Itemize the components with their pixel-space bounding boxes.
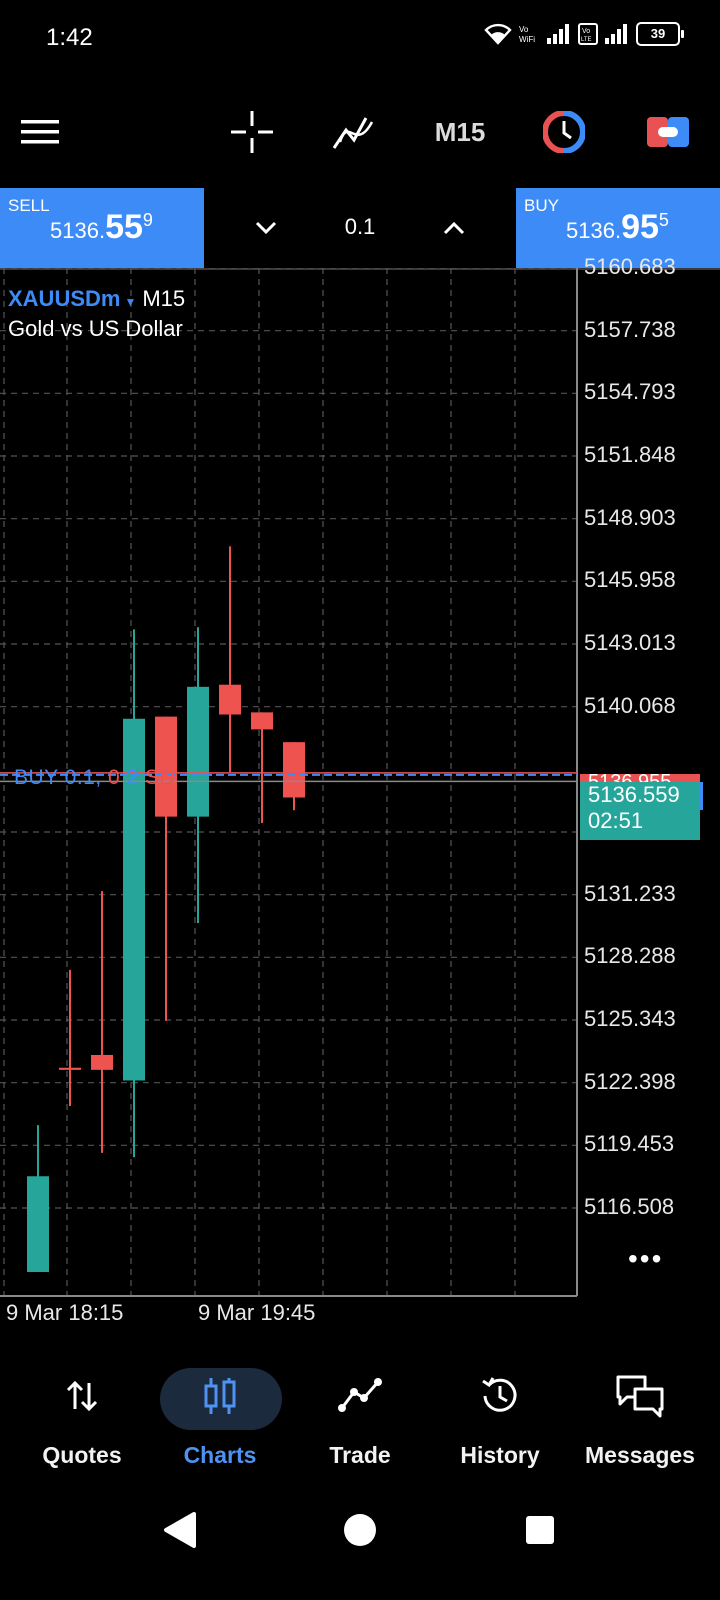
signal-icon xyxy=(604,23,630,45)
svg-text:Vo: Vo xyxy=(519,25,529,34)
charts-candles-icon xyxy=(150,1372,290,1420)
x-tick-label: 9 Mar 19:45 xyxy=(198,1300,316,1325)
vowifi-icon: Vo WiFi xyxy=(518,23,540,45)
candle-body xyxy=(155,716,177,817)
svg-text:LTE: LTE xyxy=(581,37,592,43)
x-tick-label: 9 Mar 18:15 xyxy=(6,1300,124,1325)
signal-icon xyxy=(546,23,572,45)
order-line-label[interactable]: BUY 0.1, 0 2 SD xyxy=(14,766,176,789)
one-click-trade-panel: SELL 5136.559 0.1 BUY 5136.955 xyxy=(0,188,720,270)
active-tab-pill xyxy=(160,1368,282,1430)
chart-symbol-header: XAUUSDm ▼ M15 xyxy=(8,286,185,312)
sell-price: 5136.559 xyxy=(50,208,153,246)
candle-body xyxy=(27,1176,49,1273)
y-tick-label: 5131.233 xyxy=(584,880,676,906)
chart-toolbar: M15 xyxy=(0,88,720,176)
chevron-down-icon[interactable] xyxy=(244,206,288,250)
nav-charts-label: Charts xyxy=(183,1442,257,1468)
candle-body xyxy=(187,686,209,817)
lot-size-value[interactable]: 0.1 xyxy=(344,214,376,239)
candle-body xyxy=(251,712,273,730)
y-tick-label: 5145.958 xyxy=(584,567,676,593)
nav-charts[interactable]: Charts xyxy=(150,1360,290,1480)
y-tick-label: 5157.738 xyxy=(584,316,676,342)
crosshair-icon[interactable] xyxy=(228,106,276,158)
candle-body xyxy=(219,684,241,715)
dropdown-arrow-icon[interactable]: ▼ xyxy=(124,295,137,309)
candle-countdown: 02:51 xyxy=(588,808,644,833)
bid-price-tag: 5136.559 02:51 xyxy=(580,782,700,840)
symbol-name[interactable]: XAUUSDm xyxy=(8,286,121,311)
status-time: 1:42 xyxy=(46,24,93,51)
battery-icon: 39 xyxy=(636,22,684,46)
menu-icon[interactable] xyxy=(18,106,62,158)
chart-canvas[interactable] xyxy=(0,268,720,1320)
home-icon[interactable] xyxy=(342,1512,378,1553)
price-chart[interactable] xyxy=(0,268,720,1320)
messages-bubbles-icon xyxy=(570,1372,710,1420)
buy-price: 5136.955 xyxy=(566,208,669,246)
lot-size-control: 0.1 xyxy=(204,188,516,268)
system-navigation xyxy=(0,1510,720,1600)
y-tick-label: 5148.903 xyxy=(584,504,676,530)
buy-button[interactable]: BUY 5136.955 xyxy=(516,188,720,268)
history-clock-icon xyxy=(430,1372,570,1420)
candle-body xyxy=(91,1054,113,1070)
y-tick-label: 5140.068 xyxy=(584,692,676,718)
bottom-navigation: Quotes Charts Trade History Messages xyxy=(0,1360,720,1480)
symbol-description: Gold vs US Dollar xyxy=(8,316,183,341)
bid-tag-edge xyxy=(700,782,703,810)
y-tick-label: 5128.288 xyxy=(584,943,676,969)
y-tick-label: 5143.013 xyxy=(584,630,676,655)
y-tick-label: 5122.398 xyxy=(584,1068,676,1094)
y-tick-label: 5160.683 xyxy=(584,254,676,279)
candle-body xyxy=(123,718,145,1081)
y-tick-label: 5154.793 xyxy=(584,379,676,405)
clock-icon[interactable] xyxy=(540,106,588,158)
y-tick-label: 5116.508 xyxy=(584,1194,675,1219)
nav-trade[interactable]: Trade xyxy=(290,1360,430,1480)
status-bar: 1:42 Vo WiFi Vo LTE 39 xyxy=(0,0,720,78)
chevron-up-icon[interactable] xyxy=(432,206,476,250)
nav-messages-label: Messages xyxy=(585,1442,695,1468)
status-icons: Vo WiFi Vo LTE 39 xyxy=(484,22,684,46)
buy-label: BUY xyxy=(524,196,559,215)
y-tick-label: 5125.343 xyxy=(584,1006,676,1031)
chart-timeframe: M15 xyxy=(142,286,186,311)
wifi-icon xyxy=(484,23,512,45)
indicators-icon[interactable] xyxy=(330,106,378,158)
trade-line-icon xyxy=(290,1372,430,1420)
more-options-icon[interactable]: ••• xyxy=(628,1243,664,1274)
nav-quotes[interactable]: Quotes xyxy=(12,1360,152,1480)
nav-quotes-label: Quotes xyxy=(42,1442,122,1468)
recents-icon[interactable] xyxy=(524,1514,556,1551)
y-tick-label: 5119.453 xyxy=(584,1131,675,1157)
sell-button[interactable]: SELL 5136.559 xyxy=(0,188,204,268)
nav-trade-label: Trade xyxy=(329,1442,391,1468)
candle-body xyxy=(59,1067,81,1070)
volte-icon: Vo LTE xyxy=(578,23,598,45)
svg-text:WiFi: WiFi xyxy=(519,35,535,44)
candle-body xyxy=(283,742,305,798)
svg-text:Vo: Vo xyxy=(582,28,590,35)
quotes-arrows-icon xyxy=(12,1372,152,1420)
period-button[interactable]: M15 xyxy=(434,116,486,147)
nav-history[interactable]: History xyxy=(430,1360,570,1480)
back-icon[interactable] xyxy=(162,1510,196,1555)
one-click-trading-icon[interactable] xyxy=(644,106,692,158)
nav-messages[interactable]: Messages xyxy=(570,1360,710,1480)
y-tick-label: 5151.848 xyxy=(584,442,676,467)
nav-history-label: History xyxy=(460,1442,540,1468)
sell-label: SELL xyxy=(8,196,50,215)
bid-price: 5136.559 xyxy=(588,782,680,807)
